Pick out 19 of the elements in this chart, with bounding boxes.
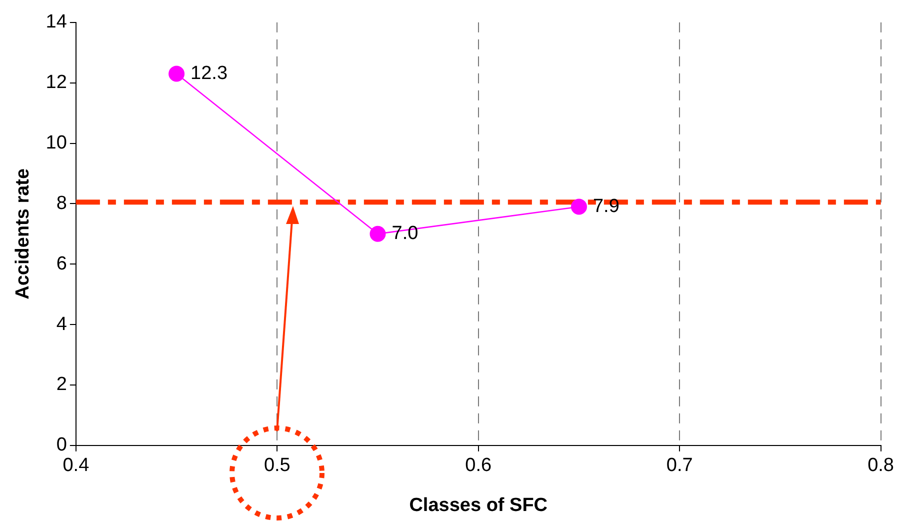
y-axis-title: Accidents rate bbox=[12, 168, 34, 300]
point bbox=[168, 66, 185, 82]
point bbox=[370, 226, 386, 242]
x-tick-label: 0.4 bbox=[62, 455, 90, 476]
x-axis-title: Classes of SFC bbox=[409, 494, 548, 516]
x-tick-label: 0.7 bbox=[666, 455, 693, 476]
y-tick-label: 14 bbox=[46, 12, 68, 33]
y-tick-label: 10 bbox=[46, 132, 67, 154]
y-tick-label: 0 bbox=[56, 434, 67, 456]
y-tick-label: 12 bbox=[46, 72, 67, 94]
y-tick-label: 4 bbox=[56, 314, 68, 335]
data-label: 12.3 bbox=[190, 63, 228, 84]
x-tick-label: 0.5 bbox=[264, 455, 290, 476]
x-tick-label: 0.6 bbox=[465, 455, 492, 476]
y-tick-label: 2 bbox=[56, 374, 67, 396]
y-tick-label: 8 bbox=[56, 192, 67, 214]
y-tick-label: 6 bbox=[56, 253, 67, 274]
x-tick-label: 0.8 bbox=[868, 455, 894, 476]
point bbox=[570, 198, 587, 215]
